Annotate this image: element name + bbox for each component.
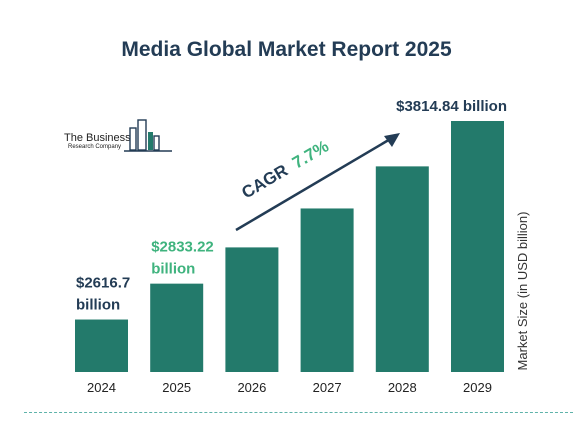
chart-title: Media Global Market Report 2025 bbox=[121, 38, 452, 61]
logo-bars-icon bbox=[124, 119, 172, 152]
logo-name: The Business bbox=[64, 132, 131, 144]
bar-2028 bbox=[375, 166, 429, 372]
bottom-divider bbox=[24, 412, 573, 413]
bar-2024 bbox=[75, 319, 128, 372]
y-axis-label: Market Size (in USD billion) bbox=[515, 212, 530, 371]
x-tick-label: 2028 bbox=[388, 380, 417, 395]
x-tick-label: 2027 bbox=[313, 380, 342, 395]
logo-subtitle: Research Company bbox=[68, 144, 122, 150]
data-label-2024: $2616.7 billion bbox=[76, 275, 130, 314]
x-tick-label: 2024 bbox=[87, 380, 116, 395]
cagr-value: 7.7% bbox=[289, 137, 332, 173]
svg-text:CAGR 7.7%: CAGR 7.7% bbox=[238, 137, 332, 203]
bar-2026 bbox=[225, 247, 279, 372]
x-tick-label: 2029 bbox=[463, 380, 492, 395]
bar-2025 bbox=[150, 283, 204, 372]
cagr-label: CAGR bbox=[238, 161, 291, 203]
bar-2029 bbox=[451, 121, 504, 372]
data-label-2029: $3814.84 billion bbox=[396, 98, 507, 115]
x-tick-label: 2026 bbox=[237, 380, 266, 395]
data-label-2025: $2833.22 billion bbox=[151, 239, 214, 278]
company-logo: The Business Research Company bbox=[64, 118, 184, 158]
x-tick-label: 2025 bbox=[162, 380, 191, 395]
bar-2027 bbox=[300, 208, 354, 372]
